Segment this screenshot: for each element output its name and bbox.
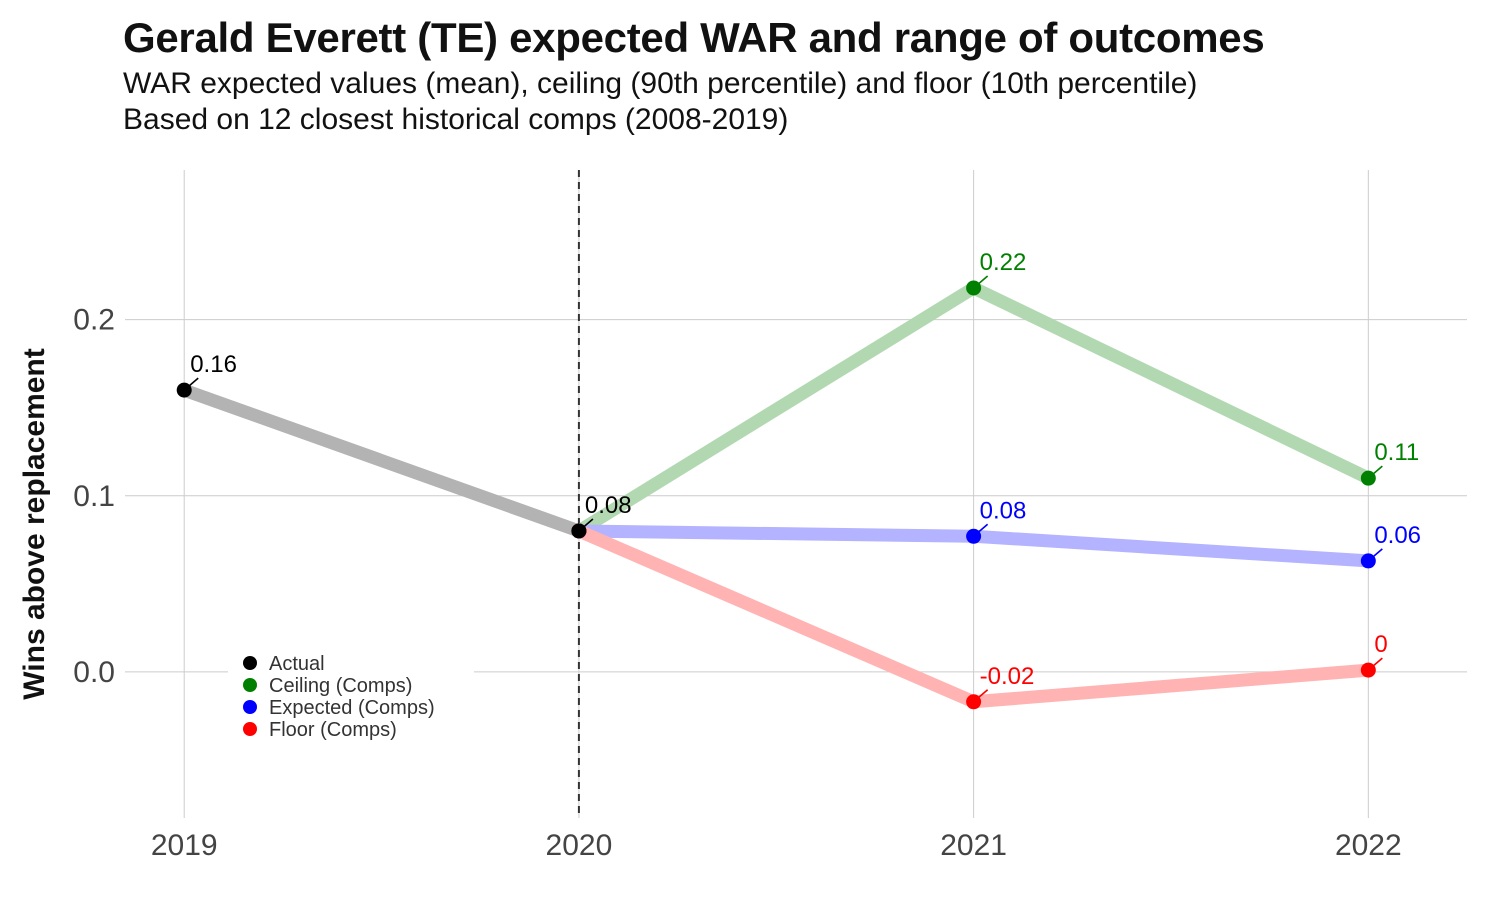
series-lines [182, 281, 1372, 709]
axis-labels: 2019 2020 2021 2022 0.0 0.1 0.2 Wins above repl… [18, 304, 1402, 862]
label-leader [183, 377, 199, 391]
y-tick-label: 0.1 [73, 480, 115, 513]
data-label: 0.22 [980, 249, 1027, 276]
label-leader [973, 275, 989, 289]
label-leader [578, 518, 594, 532]
label-leader [1367, 465, 1383, 479]
legend-label: Expected (Comps) [269, 697, 435, 719]
chart-subtitle: WAR expected values (mean), ceiling (90t… [123, 66, 1197, 138]
data-label: 0 [1374, 631, 1387, 658]
data-label: 0.08 [980, 497, 1027, 524]
subtitle-line-2: Based on 12 closest historical comps (20… [123, 103, 789, 136]
legend-label: Ceiling (Comps) [269, 675, 412, 697]
y-axis-title: Wins above replacement [18, 348, 51, 700]
legend-box [228, 648, 474, 744]
data-label: 0.08 [585, 492, 632, 519]
legend-marker [243, 700, 257, 714]
legend-label: Actual [269, 653, 325, 675]
legend-marker [243, 722, 257, 736]
series-points [176, 280, 1376, 710]
data-label: 0.11 [1374, 439, 1419, 466]
label-leader [1367, 548, 1383, 562]
y-tick-label: 0.0 [73, 656, 115, 689]
x-tick-label: 2022 [1335, 829, 1402, 862]
legend-marker [243, 678, 257, 692]
subtitle-line-1: WAR expected values (mean), ceiling (90t… [123, 67, 1198, 100]
label-leader [1367, 657, 1383, 671]
y-tick-label: 0.2 [73, 304, 115, 337]
label-leader [973, 689, 989, 703]
data-label: 0.06 [1374, 522, 1421, 549]
label-leader [973, 523, 989, 537]
series-line-0 [182, 383, 582, 538]
legend-marker [243, 656, 257, 670]
data-label: -0.02 [980, 663, 1035, 690]
data-labels: 0.22 0.11 0.08 0.06 -0.02 0 0.16 0.08 [183, 249, 1421, 703]
x-tick-label: 2020 [546, 829, 613, 862]
x-tick-label: 2021 [940, 829, 1007, 862]
data-label: 0.16 [190, 351, 237, 378]
x-tick-label: 2019 [151, 829, 218, 862]
legend-label: Floor (Comps) [269, 719, 397, 741]
chart-title: Gerald Everett (TE) expected WAR and ran… [123, 14, 1265, 61]
